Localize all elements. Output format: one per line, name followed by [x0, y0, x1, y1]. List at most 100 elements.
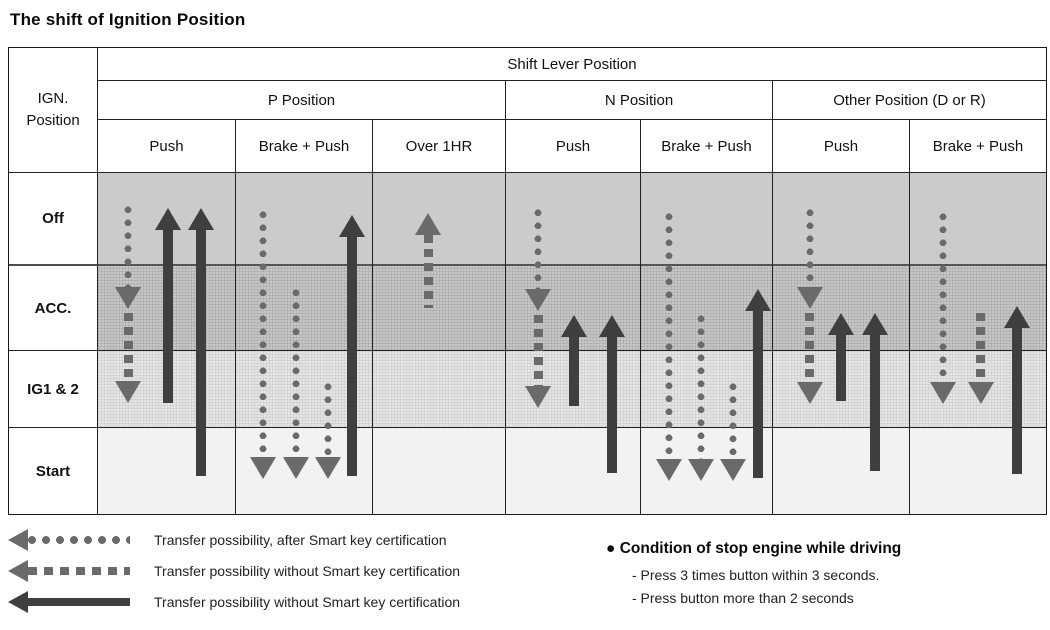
- arrowhead-down-icon: [115, 287, 142, 309]
- row-band-acc: [373, 266, 505, 351]
- arrowhead-down-icon: [929, 382, 956, 404]
- arrow-solid-up: [154, 208, 181, 403]
- arrow-solid-up: [338, 215, 365, 476]
- row-band-ig: [373, 351, 505, 428]
- body-column: [773, 173, 910, 514]
- arrow-dashed-up: [415, 213, 442, 308]
- arrow-solid-up: [744, 289, 771, 478]
- row-label-off: Off: [9, 173, 98, 266]
- arrowhead-up-icon: [415, 213, 442, 235]
- arrow-dashed-down: [115, 313, 142, 403]
- arrow-solid-up: [598, 315, 625, 473]
- arrow-dotted-down: [655, 213, 682, 481]
- arrow-solid-up: [828, 313, 854, 401]
- column-header-brake-push: Brake + Push: [641, 120, 773, 173]
- arrow-dotted-down: [525, 209, 552, 311]
- arrow-dashed-down: [796, 313, 823, 404]
- row-band-ig: [641, 351, 772, 428]
- row-band-start: [98, 428, 235, 514]
- arrow-solid-up: [862, 313, 888, 471]
- legend-label: Transfer possibility without Smart key c…: [154, 563, 461, 579]
- body-column: [98, 173, 236, 514]
- arrow-dotted-down: [688, 315, 715, 481]
- arrowhead-down-icon: [315, 457, 342, 479]
- row-label-acc-: ACC.: [9, 266, 98, 351]
- ign-position-header: IGN. Position: [9, 48, 98, 173]
- arrowhead-down-icon: [282, 457, 309, 479]
- row-band-start: [373, 428, 505, 514]
- row-band-start: [773, 428, 909, 514]
- arrow-solid-up: [561, 315, 588, 406]
- arrowhead-down-icon: [688, 459, 715, 481]
- row-band-start: [506, 428, 640, 514]
- arrow-dotted-down: [719, 383, 746, 481]
- body-column: [910, 173, 1046, 514]
- arrowhead-up-icon: [1004, 306, 1031, 328]
- legend-label: Transfer possibility without Smart key c…: [154, 594, 461, 610]
- arrowhead-up-icon: [598, 315, 625, 337]
- arrow-dashed-down: [525, 315, 552, 408]
- dotted-arrow-icon: [8, 529, 130, 551]
- arrowhead-up-icon: [154, 208, 181, 230]
- group-header-n-position: N Position: [506, 81, 773, 120]
- column-header-over-1hr: Over 1HR: [373, 120, 506, 173]
- dashed-arrow-icon: [8, 560, 130, 582]
- row-label-ig1-2: IG1 & 2: [9, 351, 98, 428]
- arrowhead-left-icon: [8, 529, 28, 551]
- arrowhead-up-icon: [187, 208, 214, 230]
- arrow-dotted-down: [282, 289, 309, 479]
- row-band-off: [910, 173, 1046, 266]
- legend: Transfer possibility, after Smart key ce…: [8, 529, 460, 613]
- solid-arrow-icon: [8, 591, 130, 613]
- arrowhead-down-icon: [967, 382, 994, 404]
- row-band-off: [641, 173, 772, 266]
- arrow-dotted-down: [250, 211, 277, 479]
- arrowhead-down-icon: [115, 381, 142, 403]
- arrowhead-up-icon: [561, 315, 588, 337]
- legend-row-solid: Transfer possibility without Smart key c…: [8, 591, 460, 613]
- arrow-dotted-down: [115, 206, 142, 309]
- row-band-off: [506, 173, 640, 266]
- group-header-p-position: P Position: [98, 81, 506, 120]
- legend-row-dotted: Transfer possibility, after Smart key ce…: [8, 529, 460, 551]
- note-item: - Press 3 times button within 3 seconds.: [632, 567, 880, 583]
- arrow-dashed-down: [967, 313, 994, 404]
- bullet-icon: ●: [606, 540, 616, 557]
- arrowhead-left-icon: [8, 560, 28, 582]
- column-header-push: Push: [506, 120, 641, 173]
- column-header-brake-push: Brake + Push: [236, 120, 373, 173]
- arrowhead-left-icon: [8, 591, 28, 613]
- group-header-other-position-d-or-r-: Other Position (D or R): [773, 81, 1046, 120]
- arrowhead-down-icon: [796, 382, 823, 404]
- row-band-off: [773, 173, 909, 266]
- column-header-push: Push: [98, 120, 236, 173]
- column-header-brake-push: Brake + Push: [910, 120, 1046, 173]
- legend-row-dashed: Transfer possibility without Smart key c…: [8, 560, 460, 582]
- arrow-solid-up: [187, 208, 214, 476]
- note-title: ● Condition of stop engine while driving: [606, 540, 902, 557]
- body-column: [236, 173, 373, 514]
- arrow-dotted-down: [929, 213, 956, 404]
- body-column: [506, 173, 641, 514]
- page-title: The shift of Ignition Position: [10, 10, 246, 29]
- arrowhead-down-icon: [719, 459, 746, 481]
- arrowhead-up-icon: [862, 313, 888, 335]
- ignition-shift-table: IGN. Position Shift Lever Position P Pos…: [8, 47, 1047, 515]
- body-column: [641, 173, 773, 514]
- arrowhead-down-icon: [525, 289, 552, 311]
- column-header-push: Push: [773, 120, 910, 173]
- arrowhead-down-icon: [796, 287, 823, 309]
- stop-engine-note: ● Condition of stop engine while driving…: [606, 540, 901, 613]
- arrowhead-down-icon: [655, 459, 682, 481]
- arrowhead-up-icon: [828, 313, 854, 335]
- arrow-solid-up: [1004, 306, 1031, 474]
- body-column: [373, 173, 506, 514]
- arrowhead-up-icon: [338, 215, 365, 237]
- arrowhead-down-icon: [250, 457, 277, 479]
- legend-label: Transfer possibility, after Smart key ce…: [154, 532, 447, 548]
- note-item: - Press button more than 2 seconds: [632, 590, 854, 606]
- arrow-dotted-down: [796, 209, 823, 309]
- arrowhead-up-icon: [744, 289, 771, 311]
- arrowhead-down-icon: [525, 386, 552, 408]
- row-band-start: [910, 428, 1046, 514]
